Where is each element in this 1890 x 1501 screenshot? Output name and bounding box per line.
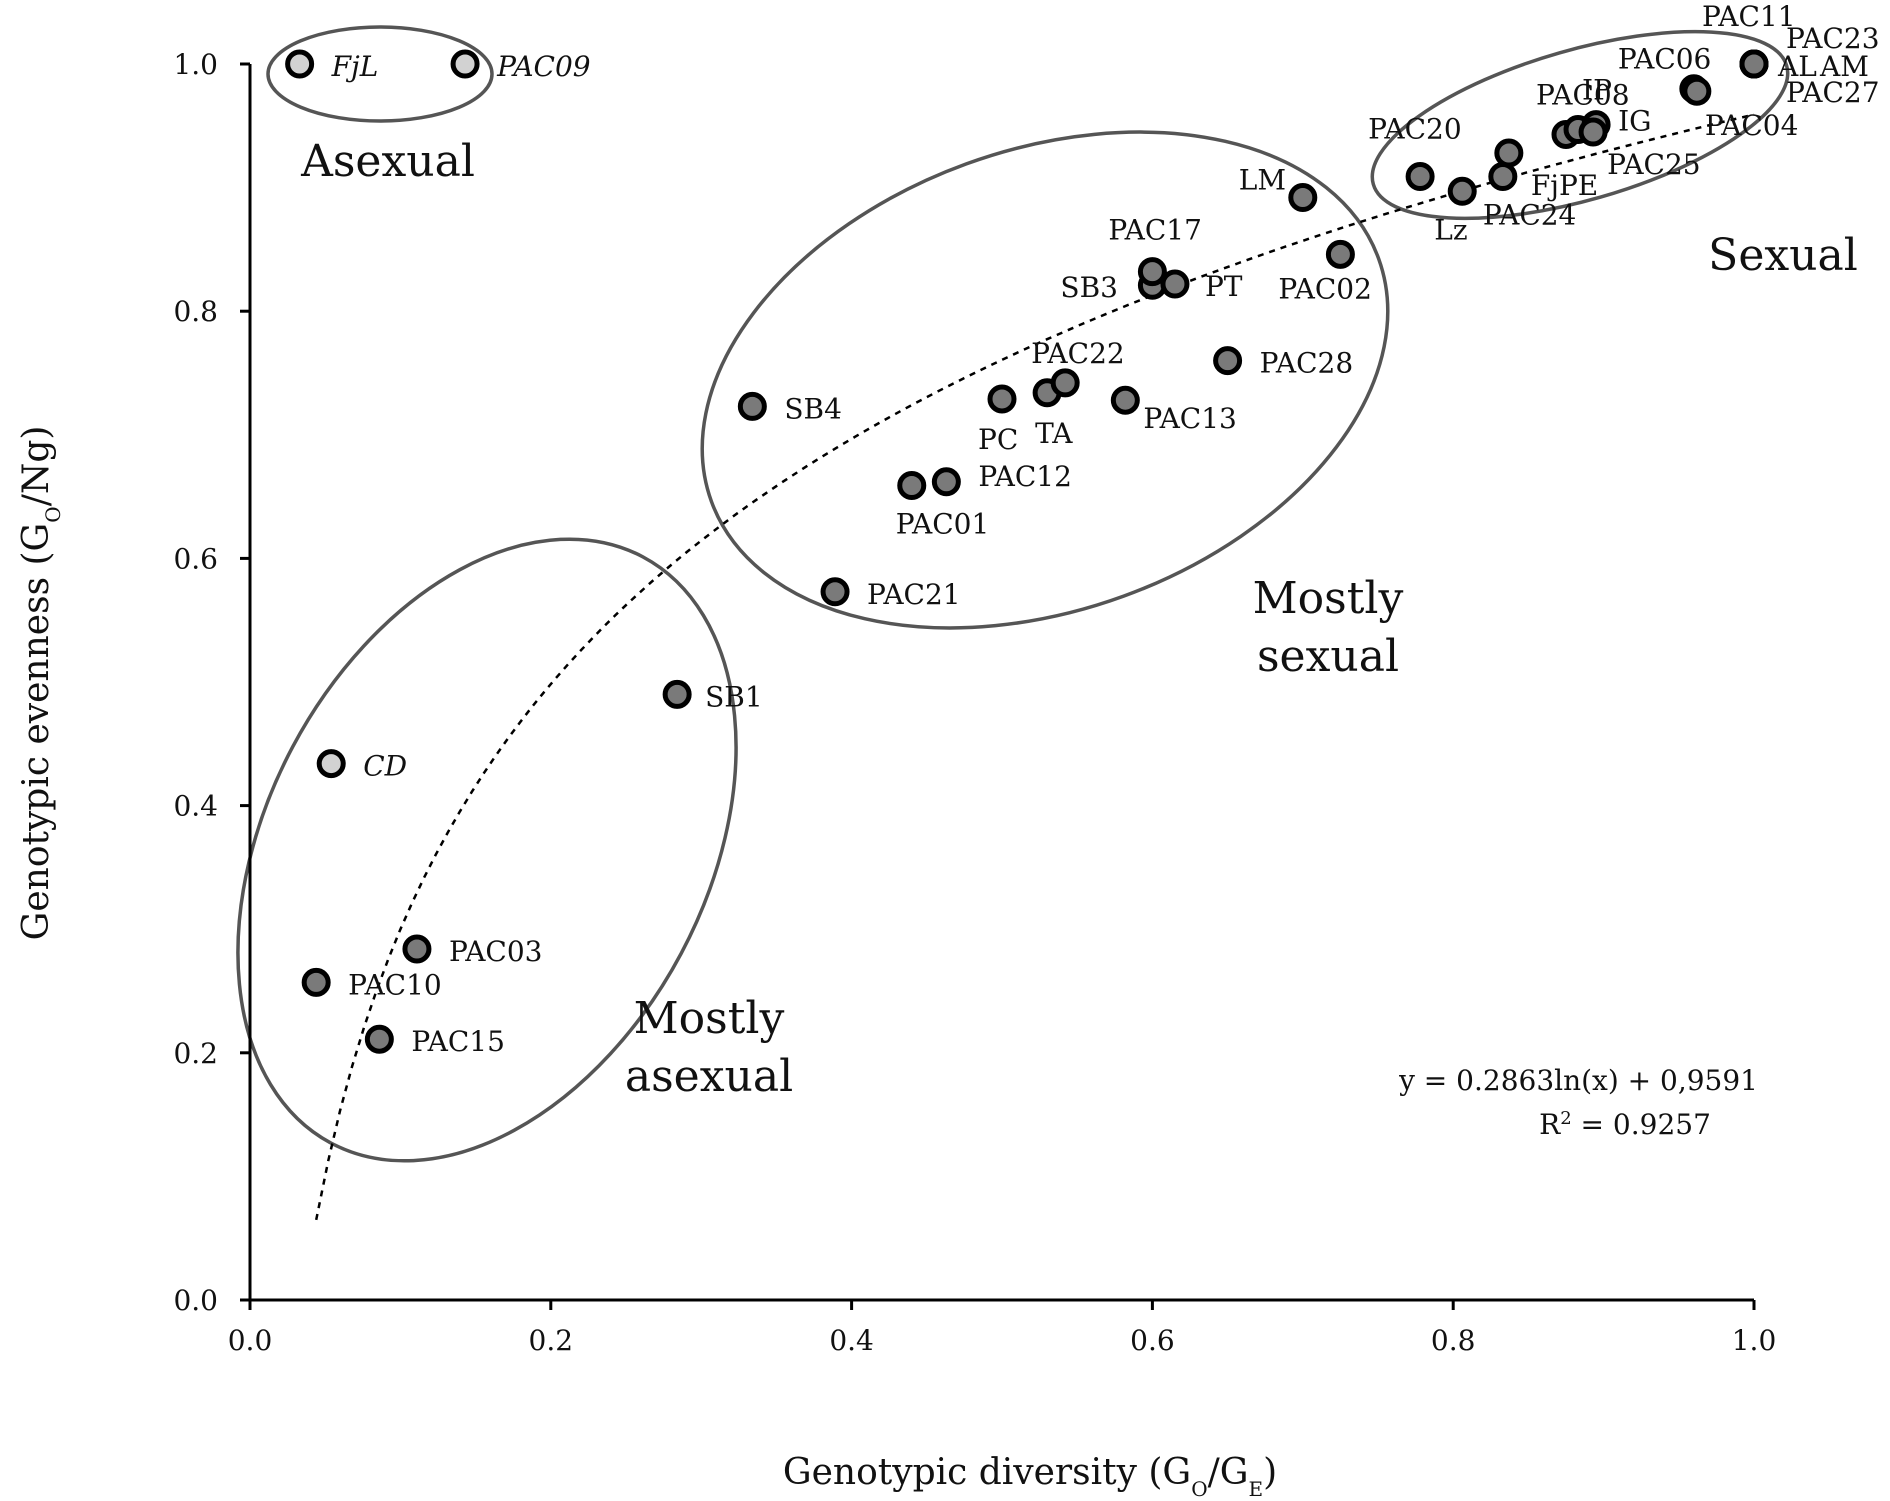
r-squared-text: R2 = 0.9257: [1539, 1108, 1711, 1142]
group-label-sexual: Sexual: [1708, 230, 1858, 281]
point-pac04: [1682, 76, 1712, 106]
point-label-pac12: PAC12: [978, 460, 1072, 493]
point-sb1: [662, 679, 692, 709]
point-pac20: [1405, 161, 1435, 191]
x-tick-label: 0.6: [1130, 1324, 1175, 1357]
point-lz: [1447, 176, 1477, 206]
point-label-sb4: SB4: [784, 392, 842, 425]
point-pc: [987, 384, 1017, 414]
point-label-pac27: PAC27: [1786, 76, 1880, 109]
x-tick-label: 0.0: [228, 1324, 273, 1357]
trend-equation-text: y = 0.2863ln(x) + 0,9591: [1398, 1064, 1758, 1097]
point-label-pac22: PAC22: [1031, 337, 1125, 370]
point-fjpe: [1494, 138, 1524, 168]
point-sb4: [737, 391, 767, 421]
point-label-pac02: PAC02: [1278, 272, 1372, 305]
point-label-pac08: PAC08: [1536, 78, 1630, 111]
point-label-pac11: PAC11: [1702, 0, 1796, 33]
point-pac09: [450, 49, 480, 79]
point-label-pt: PT: [1205, 270, 1243, 303]
trendline: [314, 113, 1755, 1221]
x-tick-label: 0.8: [1431, 1324, 1476, 1357]
point-pac01: [897, 470, 927, 500]
y-axis-ticks: 0.0 0.2 0.4 0.6 0.8 1.0: [173, 48, 250, 1317]
x-axis-title: Genotypic diversity (GO/GE): [783, 1452, 1277, 1501]
point-pac25: [1578, 117, 1608, 147]
point-pt: [1160, 269, 1190, 299]
point-label-ta: TA: [1035, 417, 1073, 450]
point-label-lz: Lz: [1434, 213, 1467, 246]
point-label-pac01: PAC01: [896, 507, 990, 540]
point-pac22: [1050, 368, 1080, 398]
x-axis-ticks: 0.0 0.2 0.4 0.6 0.8 1.0: [228, 1300, 1777, 1357]
point-label-pac28: PAC28: [1260, 347, 1354, 380]
asexual-group-ellipse: [266, 25, 494, 123]
mostly-asexual-group-ellipse: [236, 537, 738, 1163]
point-pac02: [1325, 239, 1355, 269]
point-label-lm: LM: [1239, 163, 1286, 196]
point-pac13: [1110, 385, 1140, 415]
point-label-pac21: PAC21: [867, 578, 961, 611]
y-tick-label: 1.0: [173, 48, 218, 81]
point-label-am: AM: [1819, 50, 1869, 83]
point-label-sb3: SB3: [1060, 271, 1118, 304]
y-tick-label: 0.4: [173, 790, 218, 823]
point-label-pac20: PAC20: [1368, 112, 1462, 145]
point-label-fjl: FjL: [331, 50, 379, 83]
data-points: [285, 49, 1769, 1054]
point-pac03: [402, 934, 432, 964]
point-pac12: [931, 467, 961, 497]
point-label-pac09: PAC09: [496, 50, 591, 83]
point-label-pc: PC: [978, 423, 1018, 456]
point-pac28: [1213, 346, 1243, 376]
point-cd: [316, 749, 346, 779]
y-tick-label: 0.8: [173, 295, 218, 328]
mostly-sexual-group-ellipse: [700, 130, 1390, 630]
sexual-group-ellipse: [1370, 29, 1790, 221]
point-label-pac17: PAC17: [1108, 214, 1202, 247]
point-pac27: [1739, 49, 1769, 79]
y-tick-label: 0.0: [173, 1284, 218, 1317]
x-axis: 0.0 0.2 0.4 0.6 0.8 1.0: [228, 1298, 1777, 1357]
point-label-pac24: PAC24: [1483, 198, 1577, 231]
trend-equation: y = 0.2863ln(x) + 0,9591 R2 = 0.9257: [1398, 1064, 1758, 1141]
y-tick-label: 0.2: [173, 1037, 218, 1070]
point-label-pac25: PAC25: [1607, 148, 1701, 181]
point-pac15: [364, 1024, 394, 1054]
point-pac21: [820, 577, 850, 607]
point-fjl: [285, 49, 315, 79]
x-tick-label: 0.2: [529, 1324, 574, 1357]
point-label-pac03: PAC03: [449, 935, 543, 968]
group-label-mostly-asexual: Mostly: [634, 993, 785, 1044]
point-label-fjpe: FjPE: [1531, 169, 1598, 202]
point-label-pac15: PAC15: [411, 1025, 505, 1058]
point-label-pac13: PAC13: [1143, 402, 1237, 435]
group-label-mostly-sexual: Mostly: [1253, 573, 1404, 624]
point-label-pac23: PAC23: [1786, 22, 1880, 55]
point-pac17: [1137, 257, 1167, 287]
group-labels: Asexual Mostly asexual Mostly sexual Sexual: [300, 136, 1858, 1102]
point-pac24: [1488, 161, 1518, 191]
group-label-asexual: Asexual: [300, 136, 475, 187]
group-ellipses: [236, 25, 1790, 1163]
point-label-pac04: PAC04: [1705, 109, 1799, 142]
point-pac10: [301, 967, 331, 997]
group-label-mostly-sexual: sexual: [1257, 631, 1399, 682]
y-tick-label: 0.6: [173, 542, 218, 575]
point-label-sb1: SB1: [705, 680, 763, 713]
point-label-ig: IG: [1618, 105, 1651, 138]
x-tick-label: 1.0: [1732, 1324, 1777, 1357]
y-axis: 0.0 0.2 0.4 0.6 0.8 1.0: [173, 48, 252, 1317]
point-label-al: AL: [1777, 50, 1817, 83]
point-label-pac10: PAC10: [348, 968, 442, 1001]
point-label-pac06: PAC06: [1618, 43, 1712, 76]
point-label-ip: IP: [1582, 74, 1612, 107]
point-label-cd: CD: [363, 750, 407, 783]
y-axis-title: Genotypic evenness (GO/Ng): [16, 426, 65, 941]
group-label-mostly-asexual: asexual: [625, 1051, 793, 1102]
x-tick-label: 0.4: [829, 1324, 874, 1357]
point-lm: [1288, 182, 1318, 212]
